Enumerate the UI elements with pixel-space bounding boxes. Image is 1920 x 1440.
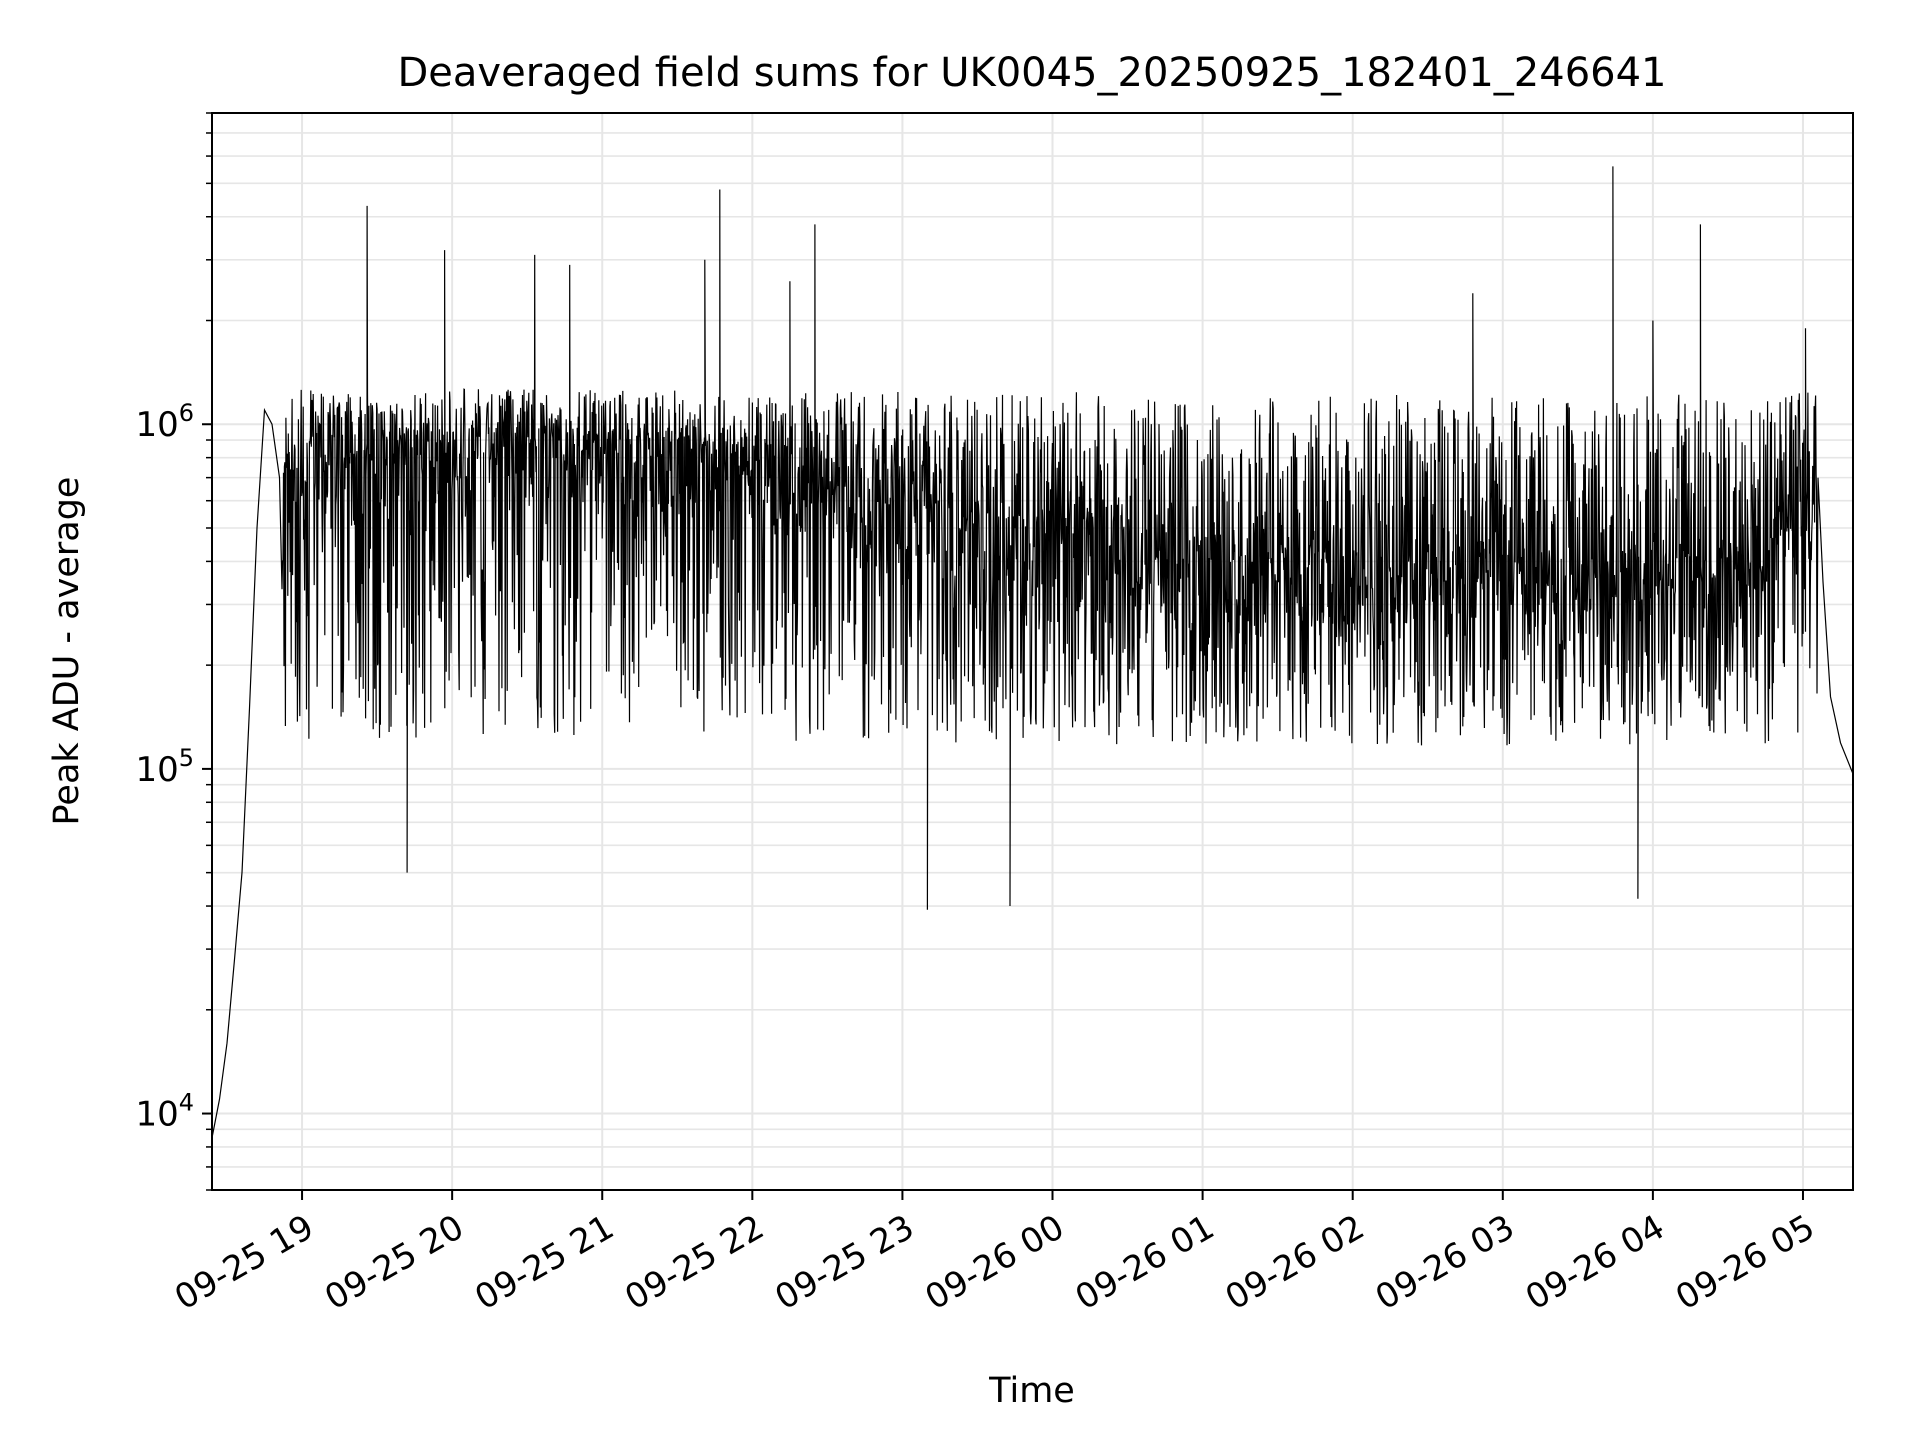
series-line-path	[211, 166, 1854, 1139]
series-line	[211, 166, 1854, 1139]
chart-title: Deaveraged field sums for UK0045_2025092…	[397, 50, 1666, 96]
y-tick-label: 105	[135, 744, 194, 790]
y-axis: 104 105 106	[135, 112, 212, 1191]
x-axis-label: Time	[988, 1371, 1075, 1411]
plot-frame	[211, 112, 1854, 1191]
y-tick-label: 104	[135, 1089, 194, 1135]
y-tick-label: 106	[135, 399, 194, 445]
grid	[212, 112, 1853, 1191]
y-axis-label: Peak ADU - average	[47, 477, 87, 826]
